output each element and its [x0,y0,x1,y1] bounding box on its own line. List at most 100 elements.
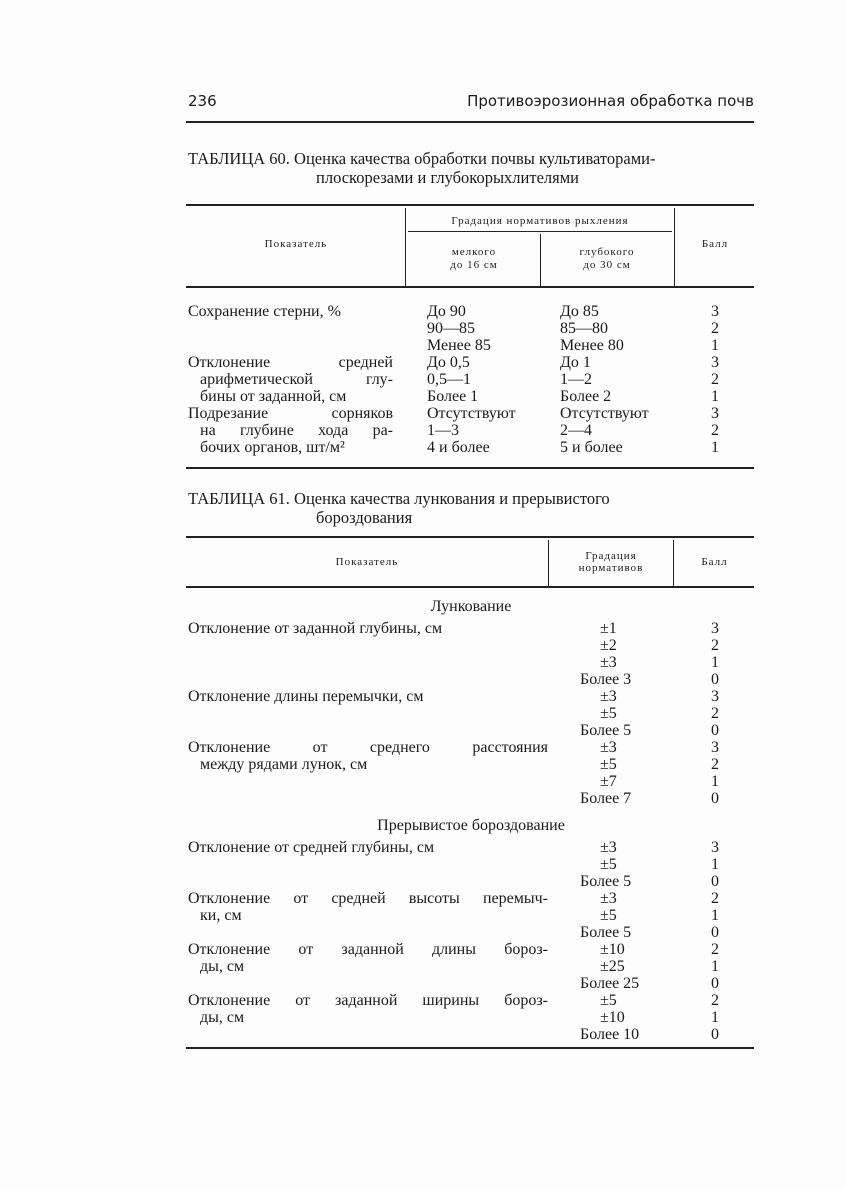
score-cell: 3 [711,739,719,756]
table61-title: ТАБЛИЦА 61. Оценка качества лункования и… [188,489,754,527]
col-text: мелкого [451,246,497,258]
indicator-cell: между рядами лунок, см [200,756,368,773]
header-rule [186,121,754,123]
score-cell: 3 [711,620,719,637]
indicator-cell: ки, см [200,907,242,924]
score-cell: 2 [711,371,719,388]
gradation-cell: ±3 [600,839,617,856]
table60-bottom-rule [186,467,754,469]
indicator-cell: на глубине хода ра- [200,422,393,439]
score-cell: 3 [711,354,719,371]
table-row: ды, см ±25 1 [188,958,754,975]
shallow-cell: 4 и более [427,439,490,456]
indicator-cell: Подрезание сорняков [188,405,393,422]
table-row: Более 7 0 [188,790,754,807]
indicator-cell: Отклонение от заданной ширины бороз- [188,992,548,1009]
score-cell: 0 [711,873,719,890]
deep-cell: 2—4 [560,422,592,439]
gradation-cell: Более 5 [580,873,632,890]
table60-title: ТАБЛИЦА 60. Оценка качества обработки по… [188,149,754,187]
gradation-cell: ±2 [600,637,617,654]
table-row: Подрезание сорняков Отсутствуют Отсутствую… [188,405,754,422]
gradation-cell: Более 10 [580,1026,640,1043]
gradation-cell: ±5 [600,856,617,873]
table-row: ±5 1 [188,856,754,873]
score-cell: 2 [711,320,719,337]
col-group: Градация нормативов рыхления [451,215,629,227]
score-cell: 2 [711,941,719,958]
title-line: ТАБЛИЦА 61. Оценка качества лункования и… [188,489,610,508]
col-deep: глубокого до 30 см [541,246,673,272]
score-cell: 1 [711,773,719,790]
shallow-cell: Более 1 [427,388,479,405]
indicator-cell: Отклонение от заданной глубины, см [188,620,443,637]
col-text: до 30 см [583,259,631,271]
gradation-cell: ±5 [600,756,617,773]
deep-cell: 1—2 [560,371,592,388]
score-cell: 2 [711,756,719,773]
table60-top-rule [186,204,754,206]
gradation-cell: ±3 [600,890,617,907]
gradation-cell: ±3 [600,739,617,756]
table-row: Отклонение от заданной ширины бороз- ±5 2 [188,992,754,1009]
gradation-cell: ±10 [600,941,625,958]
shallow-cell: Менее 85 [427,337,491,354]
gradation-cell: ±10 [600,1009,625,1026]
score-cell: 1 [711,1009,719,1026]
indicator-cell: арифметической глу- [200,371,393,388]
table-row: 90—85 85—80 2 [188,320,754,337]
indicator-cell: бочих органов, шт/м² [200,439,345,456]
table-row: Сохранение стерни, % До 90 До 85 3 [188,303,754,320]
col-indicator: Показатель [264,238,328,250]
divider [674,208,675,286]
running-header: 236 Противоэрозионная обработка почв [188,92,754,110]
table-row: ±5 2 [188,705,754,722]
table-row: Отклонение средней До 0,5 До 1 3 [188,354,754,371]
shallow-cell: 0,5—1 [427,371,471,388]
table-row: бочих органов, шт/м² 4 и более 5 и более 1 [188,439,754,456]
divider [540,234,541,286]
page-number: 236 [188,92,217,110]
score-cell: 2 [711,705,719,722]
shallow-cell: До 0,5 [427,354,470,371]
deep-cell: Отсутствуют [560,405,649,422]
gradation-cell: Более 5 [580,924,632,941]
score-cell: 0 [711,975,719,992]
col-score: Балл [701,556,728,568]
indicator-cell: Отклонение от среднего расстояния [188,739,548,756]
indicator-cell: ды, см [200,958,245,975]
indicator-cell: Отклонение длины перемычки, см [188,688,424,705]
score-cell: 1 [711,439,719,456]
title-line: бороздования [316,508,413,527]
col-text: нормативов [578,562,644,574]
gradation-cell: ±3 [600,654,617,671]
indicator-cell: Сохранение стерни, % [188,303,341,320]
deep-cell: Менее 80 [560,337,624,354]
score-cell: 0 [711,924,719,941]
score-cell: 2 [711,890,719,907]
deep-cell: До 1 [560,354,591,371]
section-heading: Прерывистое бороздование [377,817,565,834]
col-shallow: мелкого до 16 см [408,246,540,272]
score-cell: 3 [711,303,719,320]
score-cell: 2 [711,422,719,439]
table-row: ±3 1 [188,654,754,671]
divider [405,208,406,286]
shallow-cell: 90—85 [427,320,475,337]
table60-header-rule [186,286,754,288]
gradation-cell: ±3 [600,688,617,705]
col-gradation: Градация нормативов [550,550,672,574]
section-heading: Лункование [430,598,512,615]
gradation-cell: Более 25 [580,975,640,992]
score-cell: 1 [711,337,719,354]
gradation-cell: ±5 [600,705,617,722]
col-text: глубокого [579,246,635,258]
table61-top-rule [186,536,754,538]
col-text: до 16 см [450,259,498,271]
title-line: плоскорезами и глубокорыхлителями [316,168,579,187]
running-title: Противоэрозионная обработка почв [467,92,754,110]
title-line: ТАБЛИЦА 60. Оценка качества обработки по… [188,149,656,168]
deep-cell: До 85 [560,303,599,320]
col-indicator: Показатель [335,556,399,568]
gradation-cell: Более 5 [580,722,632,739]
